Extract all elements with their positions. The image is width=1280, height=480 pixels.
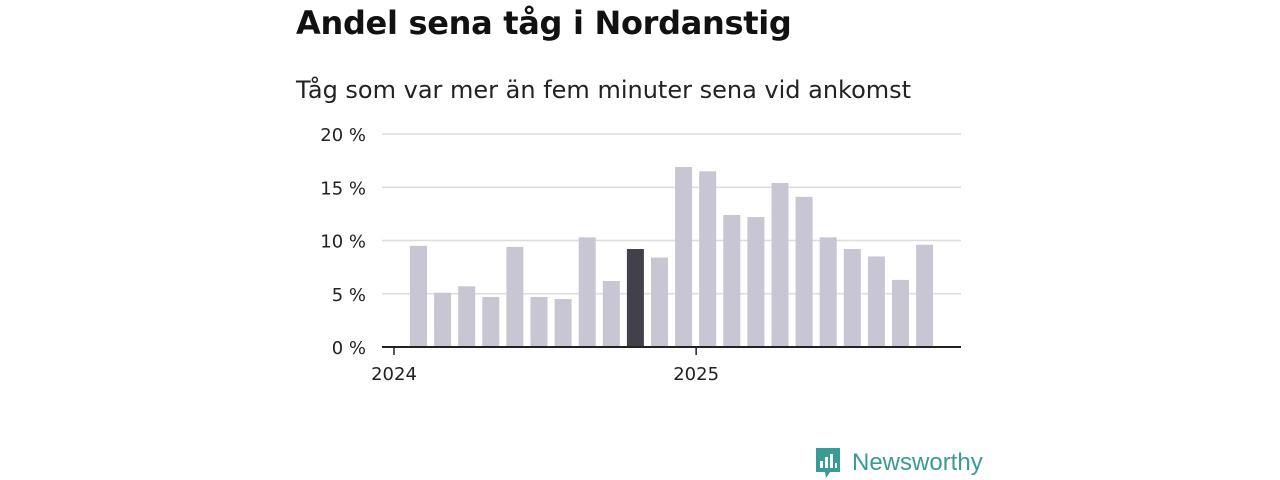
newsworthy-logo-icon — [816, 448, 840, 478]
bar-2025-09 — [892, 279, 909, 347]
bar-2024-09 — [602, 280, 620, 347]
bar-2025-03 — [747, 217, 765, 347]
bar-2024-03 — [458, 286, 476, 347]
x-tick-label-2024: 2024 — [371, 364, 417, 385]
bar-2025-01 — [699, 171, 717, 347]
bar-2024-10 — [626, 249, 644, 347]
bar-2025-06 — [819, 237, 837, 347]
x-tick-label-2025: 2025 — [673, 364, 719, 385]
y-tick-label: 5 % — [332, 285, 366, 306]
bar-2024-08 — [578, 237, 596, 347]
bar-2025-04 — [771, 182, 789, 347]
chart-title: Andel sena tåg i Nordanstig — [296, 4, 792, 42]
brand-logo-block[interactable]: Newsworthy — [814, 446, 983, 480]
bar-2024-02 — [434, 292, 452, 347]
brand-name: Newsworthy — [852, 449, 983, 476]
bar-2025-02 — [723, 214, 741, 347]
y-tick-label: 10 % — [320, 232, 366, 253]
bar-2025-05 — [795, 196, 813, 347]
bar-2025-08 — [867, 256, 885, 347]
y-tick-label: 0 % — [332, 338, 366, 359]
bar-2024-12 — [675, 167, 693, 347]
bar-2025-10 — [916, 244, 934, 347]
y-tick-label: 15 % — [320, 178, 366, 199]
bar-2024-01 — [410, 245, 427, 347]
bar-2024-05 — [506, 246, 524, 347]
bar-2024-04 — [482, 296, 500, 347]
y-tick-label: 20 % — [320, 125, 366, 146]
bar-2024-07 — [554, 299, 572, 347]
bar-2025-07 — [843, 249, 861, 347]
chart-subtitle: Tåg som var mer än fem minuter sena vid … — [296, 76, 912, 104]
bar-2024-06 — [530, 296, 548, 347]
bar-2024-11 — [651, 257, 668, 347]
